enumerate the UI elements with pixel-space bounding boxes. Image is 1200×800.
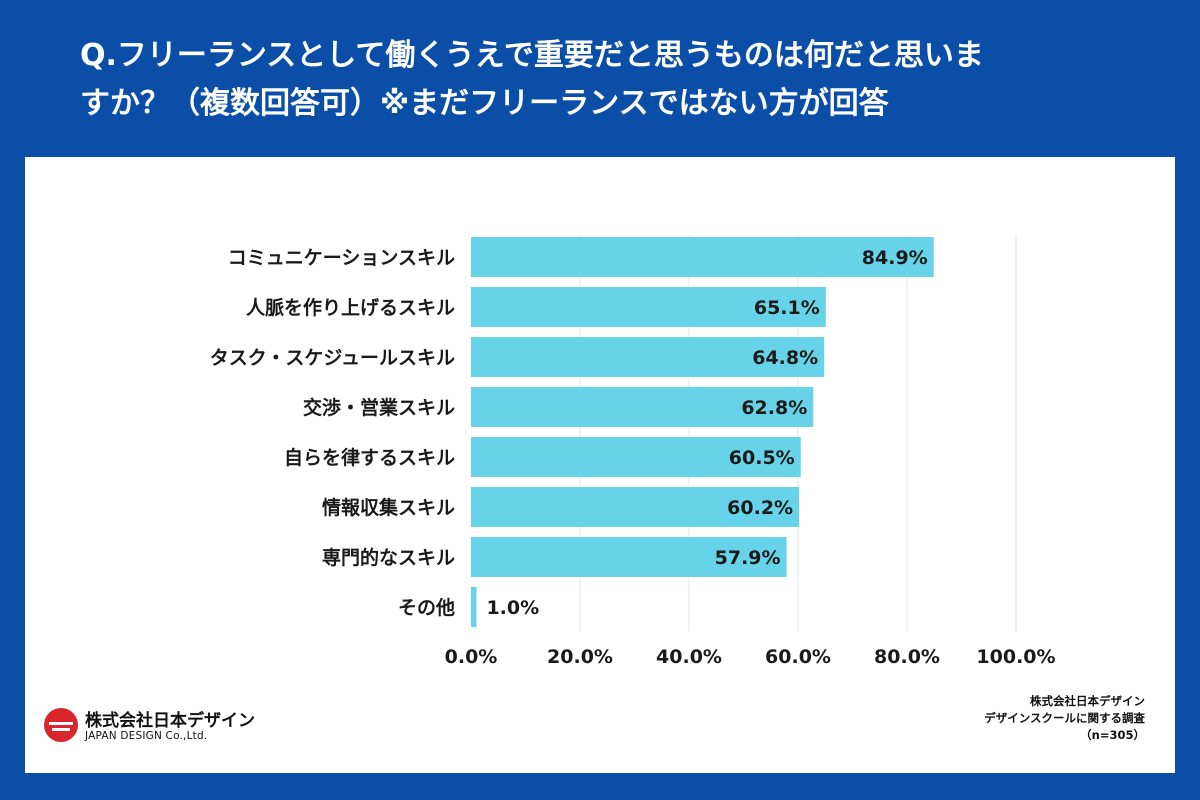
value-label-7: 1.0% bbox=[486, 597, 539, 619]
logo-company-subtitle: JAPAN DESIGN Co.,Ltd. bbox=[85, 730, 208, 742]
bar-6 bbox=[471, 537, 787, 577]
bar-4 bbox=[471, 437, 801, 477]
value-label-4: 60.5% bbox=[729, 447, 795, 469]
x-tick-label-1: 20.0% bbox=[547, 646, 613, 668]
value-label-0: 84.9% bbox=[862, 247, 928, 269]
category-label-0: コミュニケーションスキル bbox=[228, 247, 455, 269]
logo-company-name: 株式会社日本デザイン bbox=[85, 711, 255, 731]
bar-2 bbox=[471, 337, 825, 377]
x-tick-label-5: 100.0% bbox=[976, 646, 1055, 668]
chart-title-line-1: Q.フリーランスとして働くうえで重要だと思うものは何だと思いま bbox=[80, 38, 984, 73]
x-tick-label-2: 40.0% bbox=[656, 646, 722, 668]
bar-chart: コミュニケーションスキル 84.9% 人脈を作り上げるスキル 65.1% タスク・スケジ… bbox=[210, 235, 1056, 668]
company-logo-icon bbox=[44, 708, 78, 742]
x-tick-label-4: 80.0% bbox=[874, 646, 940, 668]
source-line-1: 株式会社日本デザイン bbox=[1030, 694, 1145, 708]
bar-3 bbox=[471, 387, 814, 427]
x-tick-label-3: 60.0% bbox=[765, 646, 831, 668]
x-tick-label-0: 0.0% bbox=[445, 646, 498, 668]
chart-title: Q.フリーランスとして働くうえで重要だと思うものは何だと思いま すか？（複数回答… bbox=[80, 32, 1160, 128]
category-label-7: その他 bbox=[398, 596, 455, 619]
bar-1 bbox=[471, 287, 826, 327]
category-label-2: タスク・スケジュールスキル bbox=[210, 347, 455, 369]
category-label-4: 自らを律するスキル bbox=[284, 446, 455, 469]
value-label-5: 60.2% bbox=[727, 497, 793, 519]
category-label-3: 交渉・営業スキル bbox=[303, 396, 455, 419]
source-note: 株式会社日本デザイン デザインスクールに関する調査 （n=305） bbox=[984, 693, 1145, 744]
category-label-6: 専門的なスキル bbox=[322, 546, 455, 569]
company-logo: 株式会社日本デザイン JAPAN DESIGN Co.,Ltd. bbox=[39, 702, 255, 752]
bar-5 bbox=[471, 487, 800, 527]
category-label-1: 人脈を作り上げるスキル bbox=[246, 296, 455, 319]
source-line-3: （n=305） bbox=[1080, 728, 1145, 742]
value-label-2: 64.8% bbox=[752, 347, 818, 369]
chart-title-line-2: すか？（複数回答可）※まだフリーランスではない方が回答 bbox=[80, 86, 889, 121]
category-label-5: 情報収集スキル bbox=[322, 496, 455, 519]
value-label-6: 57.9% bbox=[715, 547, 781, 569]
bar-0 bbox=[471, 237, 934, 277]
source-line-2: デザインスクールに関する調査 bbox=[984, 711, 1145, 725]
bar-7 bbox=[471, 587, 477, 627]
value-label-1: 65.1% bbox=[754, 297, 820, 319]
chart-panel: コミュニケーションスキル 84.9% 人脈を作り上げるスキル 65.1% タスク・スケジ… bbox=[25, 157, 1175, 773]
value-label-3: 62.8% bbox=[741, 397, 807, 419]
